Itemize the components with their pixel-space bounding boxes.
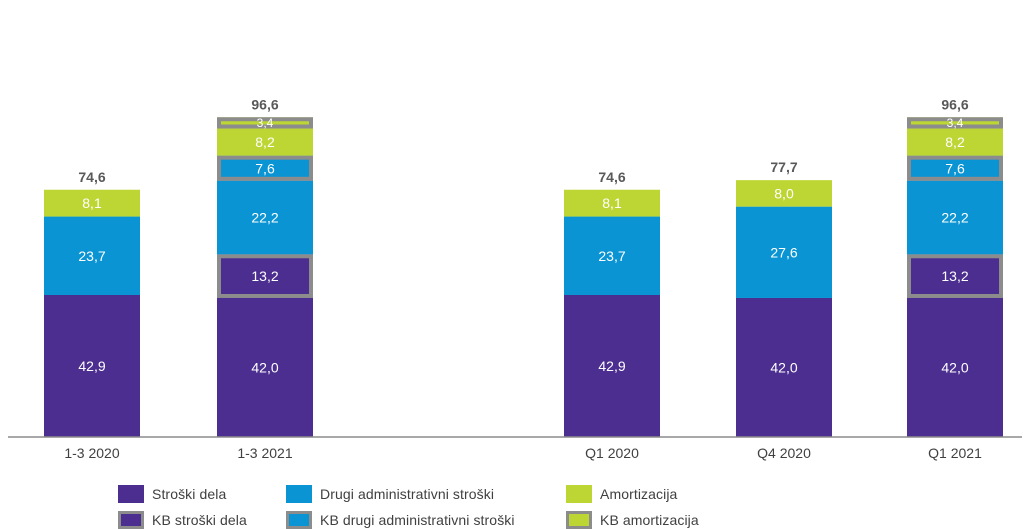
data-label: 8,2 (255, 134, 275, 150)
legend-label: Amortizacija (600, 486, 678, 502)
data-label: 23,7 (598, 248, 625, 264)
kb-segment-outline (217, 117, 313, 129)
legend-label: KB stroški dela (152, 512, 247, 528)
bar-segment-stro-ki-dela (44, 295, 140, 437)
legend-swatch (566, 511, 592, 529)
bar-segment-drugi-administrativni-stro-ki (564, 216, 660, 296)
bar-segment-drugi-administrativni-stro-ki (907, 180, 1003, 255)
data-label: 13,2 (251, 268, 278, 284)
legend-swatch (566, 485, 592, 503)
data-label: 22,2 (251, 210, 278, 226)
legend-label: Drugi administrativni stroški (320, 486, 495, 502)
bar-segment-kb-stro-ki-dela (217, 254, 313, 298)
bar-segment-drugi-administrativni-stro-ki (736, 206, 832, 298)
data-label: 42,9 (598, 358, 625, 374)
total-label: 77,7 (770, 159, 797, 175)
legend-swatch (118, 485, 144, 503)
bar-segment-amortizacija (44, 189, 140, 217)
bar-segment-drugi-administrativni-stro-ki (217, 180, 313, 255)
total-label: 74,6 (598, 169, 625, 185)
bar-segment-kb-amortizacija (217, 117, 313, 129)
legend-item-kb-amortizacija: KB amortizacija (566, 510, 699, 530)
x-tick-label: 1-3 2020 (64, 445, 119, 461)
legend-label: KB drugi administrativni stroški (320, 512, 515, 528)
chart-legend: Stroški dela Drugi administrativni stroš… (118, 484, 798, 530)
data-label: 42,0 (251, 360, 278, 376)
data-label: 7,6 (945, 160, 965, 176)
data-label: 42,0 (941, 360, 968, 376)
bar-segment-stro-ki-dela (217, 297, 313, 437)
data-label: 8,2 (945, 134, 965, 150)
bar-segment-amortizacija (564, 189, 660, 217)
bar-segment-kb-drugi-administrativni-stro-ki (907, 155, 1003, 181)
bar-segment-drugi-administrativni-stro-ki (44, 216, 140, 296)
legend-item-kb-drugi-administrativni-stroski: KB drugi administrativni stroški (286, 510, 515, 530)
bar-segment-amortizacija (907, 128, 1003, 156)
legend-swatch (286, 485, 312, 503)
data-label: 42,0 (770, 360, 797, 376)
data-label: 8,1 (602, 195, 622, 211)
x-tick-label: Q4 2020 (757, 445, 811, 461)
bar-segment-amortizacija (217, 128, 313, 156)
kb-segment-outline (217, 254, 313, 298)
total-label: 96,6 (941, 96, 968, 112)
legend-swatch (286, 511, 312, 529)
x-tick-label: 1-3 2021 (237, 445, 292, 461)
legend-label: KB amortizacija (600, 512, 699, 528)
bar-segment-stro-ki-dela (907, 297, 1003, 437)
kb-segment-outline (907, 254, 1003, 298)
kb-segment-outline (217, 155, 313, 181)
legend-label: Stroški dela (152, 486, 227, 502)
total-label: 74,6 (78, 169, 105, 185)
data-label: 13,2 (941, 268, 968, 284)
data-label: 7,6 (255, 160, 275, 176)
legend-item-amortizacija: Amortizacija (566, 484, 677, 504)
bar-segment-stro-ki-dela (736, 297, 832, 437)
bar-segment-stro-ki-dela (564, 295, 660, 437)
data-label: 3,4 (257, 116, 274, 130)
data-label: 42,9 (78, 358, 105, 374)
legend-item-stroski-dela: Stroški dela (118, 484, 226, 504)
data-label: 22,2 (941, 210, 968, 226)
data-label: 23,7 (78, 248, 105, 264)
legend-item-drugi-administrativni-stroski: Drugi administrativni stroški (286, 484, 494, 504)
data-label: 8,0 (774, 185, 794, 201)
bar-segment-amortizacija (736, 180, 832, 207)
data-label: 27,6 (770, 244, 797, 260)
stacked-bar-chart: 42,9 23,7 8,1 74,6 1-3 2020 42,0 13,2 22,2 7,6 8,… (8, 96, 1022, 461)
x-tick-label: Q1 2021 (928, 445, 982, 461)
data-label: 3,4 (947, 116, 964, 130)
x-tick-label: Q1 2020 (585, 445, 639, 461)
legend-item-kb-stroski-dela: KB stroški dela (118, 510, 247, 530)
bar-segment-kb-amortizacija (907, 117, 1003, 129)
bar-segment-kb-drugi-administrativni-stro-ki (217, 155, 313, 181)
data-label: 8,1 (82, 195, 102, 211)
legend-swatch (118, 511, 144, 529)
total-label: 96,6 (251, 96, 278, 112)
kb-segment-outline (907, 117, 1003, 129)
bar-segment-kb-stro-ki-dela (907, 254, 1003, 298)
kb-segment-outline (907, 155, 1003, 181)
